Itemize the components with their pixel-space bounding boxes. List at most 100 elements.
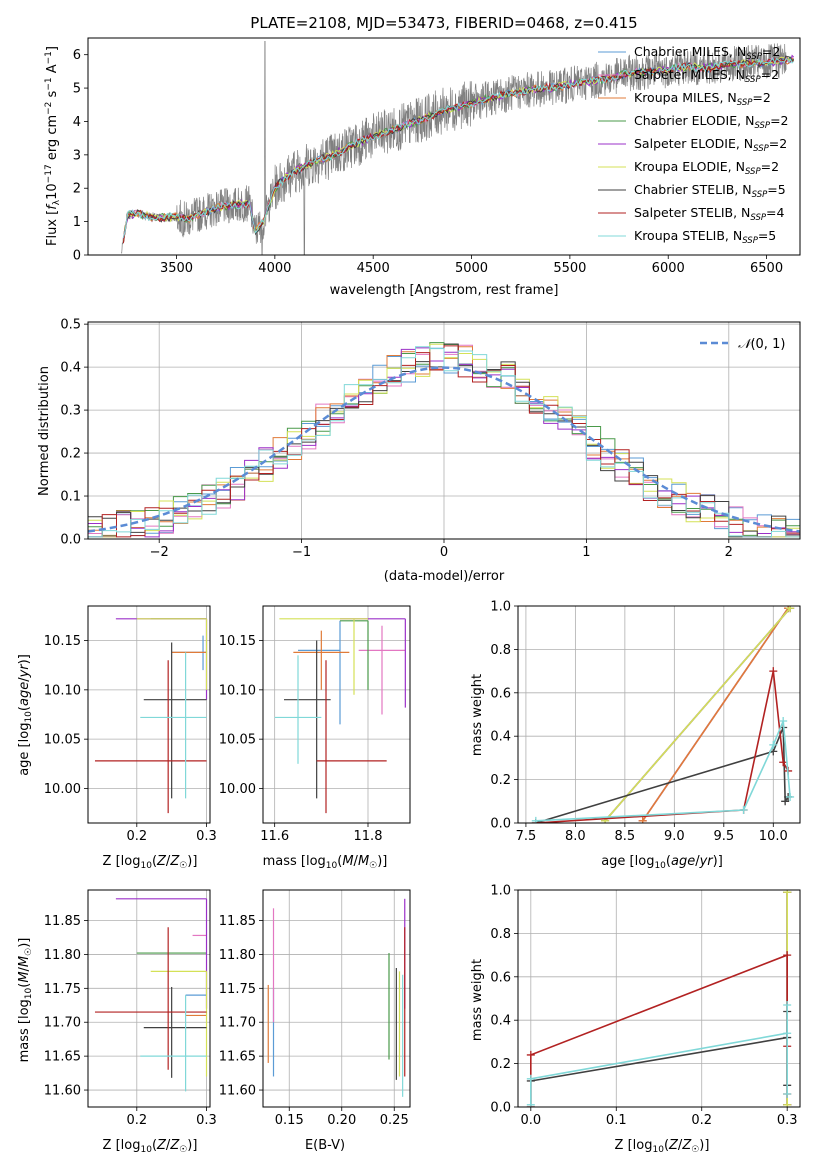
weight_vs_age-ytick-label: 0.8	[490, 643, 511, 658]
weight_vs_Z-ytick-label: 0.0	[490, 1101, 511, 1116]
mass_vs_ebv-plot-area	[267, 898, 406, 1097]
weight_vs_age-marker-8	[531, 816, 540, 823]
spectrum-legend-label-1: Salpeter MILES, NSSP=2	[634, 67, 779, 85]
weight_vs_Z-marker-5	[783, 890, 792, 897]
weight_vs_age-line-2	[642, 607, 789, 822]
weight_vs_age-line-5	[604, 607, 791, 822]
age_vs_mass-xtick-label: 11.6	[260, 829, 289, 844]
mass-vs-Z-xlabel: Z [log10(Z/Z☉)]	[103, 1138, 198, 1155]
age-vs-Z-ylabel: age [log10(age/yr)]	[17, 654, 34, 776]
mass_vs_Z-xtick-label: 0.2	[126, 1113, 147, 1128]
spectrum-ytick-label: 3	[73, 148, 81, 163]
weight_vs_Z-xtick-label: 0.2	[691, 1113, 712, 1128]
weight_vs_Z-marker-5	[783, 1100, 792, 1107]
weight_vs_Z-marker-8	[783, 1001, 792, 1010]
residuals-ytick-label: 0.1	[60, 490, 81, 505]
mass_vs_ebv-ytick-label: 11.75	[219, 982, 256, 997]
weight_vs_age-ytick-label: 1.0	[490, 600, 511, 615]
mass_vs_Z-xtick-label: 0.3	[196, 1113, 217, 1128]
weight_vs_Z-marker-7	[526, 1050, 535, 1059]
weight_vs_Z-line-7	[530, 953, 788, 1107]
weight_vs_age-xtick-label: 9.0	[664, 829, 685, 844]
spectrum-plot-area	[121, 40, 795, 255]
age_vs_Z-ytick-label: 10.15	[44, 634, 81, 649]
weight_vs_age-marker-5	[786, 606, 795, 613]
mass-vs-ebv-panel: 0.15 0.20 0.25 11.60 11.65 11.70 11.75 11.80 11.…	[219, 889, 411, 1153]
weight_vs_age-marker-7	[769, 667, 778, 676]
weight-vs-Z-panel: 0.0 0.1 0.2 0.3 0.0 0.2 0.4 0.6 0.8 1.0 Z [log10(…	[470, 884, 801, 1155]
weight-vs-Z-ylabel: mass weight	[470, 959, 485, 1041]
residuals-xtick-label: 0	[440, 545, 448, 560]
residuals-xlabel: (data-model)/error	[384, 569, 505, 584]
mass_vs_ebv-xtick-label: 0.20	[327, 1113, 356, 1128]
normal-curve	[88, 366, 800, 533]
age-vs-mass-panel: 11.6 11.8 10.00 10.05 10.10 10.15 mass [log10…	[219, 605, 411, 871]
age_vs_Z-xtick-label: 0.2	[126, 829, 147, 844]
spectrum-ytick-label: 1	[73, 215, 81, 230]
spectrum-legend-label-7: Salpeter STELIB, NSSP=4	[634, 205, 784, 223]
weight_vs_age-marker-7	[779, 758, 788, 767]
mass_vs_ebv-ytick-label: 11.65	[219, 1050, 256, 1065]
spectrum-ytick-label: 2	[73, 182, 81, 197]
spectrum-legend-label-2: Kroupa MILES, NSSP=2	[634, 90, 771, 108]
residuals-xtick-label: −1	[292, 545, 311, 560]
age_vs_mass-ytick-label: 10.00	[219, 782, 256, 797]
weight_vs_Z-ytick-label: 0.8	[490, 927, 511, 942]
mass-vs-Z-panel: 0.2 0.3 11.60 11.65 11.70 11.75 11.80 11.85 Z […	[17, 889, 217, 1155]
weight_vs_age-marker-8	[769, 740, 778, 749]
spectrum-xtick-label: 6500	[750, 261, 783, 276]
age_vs_Z-frame	[87, 605, 211, 824]
age_vs_mass-ytick-label: 10.05	[219, 733, 256, 748]
weight_vs_Z-ytick-label: 0.6	[490, 970, 511, 985]
weight_vs_Z-frame	[517, 889, 801, 1108]
mass_vs_ebv-frame	[262, 889, 411, 1108]
age_vs_Z-xtick-label: 0.3	[196, 829, 217, 844]
mass_vs_ebv-xtick-label: 0.25	[380, 1113, 409, 1128]
weight_vs_Z-ytick-label: 0.2	[490, 1057, 511, 1072]
mass-vs-ebv-xlabel: E(B-V)	[305, 1138, 345, 1153]
residuals-plot-area	[88, 342, 800, 538]
age_vs_mass-ytick-label: 10.10	[219, 683, 256, 698]
residuals-ylabel: Normed distribution	[37, 366, 52, 496]
model-spectrum-line-4	[122, 54, 795, 239]
weight_vs_Z-ytick-label: 1.0	[490, 884, 511, 899]
weight_vs_age-ytick-label: 0.6	[490, 686, 511, 701]
mass_vs_Z-ytick-label: 11.80	[44, 948, 81, 963]
residual-histogram-8	[88, 346, 800, 538]
weight_vs_Z-plot-area	[526, 890, 792, 1107]
residuals-ytick-label: 0.4	[60, 361, 81, 376]
spectrum-ytick-label: 5	[73, 82, 81, 97]
age_vs_Z-ytick-label: 10.10	[44, 683, 81, 698]
weight_vs_Z-ytick-label: 0.4	[490, 1014, 511, 1029]
model-spectrum-line-7	[122, 57, 795, 244]
weight_vs_age-xtick-label: 7.5	[516, 829, 537, 844]
weight_vs_age-line-7	[535, 670, 789, 823]
spectrum-ytick-label: 4	[73, 115, 81, 130]
weight_vs_Z-marker-8	[783, 1029, 792, 1038]
spectrum-xlabel: wavelength [Angstrom, rest frame]	[330, 283, 559, 298]
weight_vs_Z-marker-8	[783, 1089, 792, 1098]
age-vs-Z-xlabel: Z [log10(Z/Z☉)]	[103, 854, 198, 871]
spectrum-xtick-label: 4000	[258, 261, 291, 276]
spectrum-xtick-label: 6000	[652, 261, 685, 276]
mass_vs_ebv-ytick-label: 11.70	[219, 1016, 256, 1031]
spectrum-legend-label-5: Kroupa ELODIE, NSSP=2	[634, 159, 779, 177]
mass_vs_Z-frame	[87, 889, 211, 1108]
weight_vs_age-marker-8	[786, 792, 795, 801]
weight_vs_Z-xtick-label: 0.1	[606, 1113, 627, 1128]
weight_vs_age-marker-8	[739, 805, 748, 814]
weight_vs_age-xtick-label: 8.0	[565, 829, 586, 844]
mass_vs_Z-ytick-label: 11.65	[44, 1050, 81, 1065]
spectrum-legend-label-6: Chabrier STELIB, NSSP=5	[634, 182, 786, 200]
weight_vs_age-ytick-label: 0.0	[490, 817, 511, 832]
spectrum-xtick-label: 3500	[160, 261, 193, 276]
model-spectrum-line-8	[122, 57, 795, 238]
age_vs_mass-ytick-label: 10.15	[219, 634, 256, 649]
weight-vs-age-panel: 7.5 8.0 8.5 9.0 9.5 10.0 0.0 0.2 0.4 0.6 0.8 1.0 ag…	[470, 600, 801, 871]
residuals-xtick-label: 1	[582, 545, 590, 560]
residuals-frame	[87, 321, 801, 540]
weight_vs_Z-marker-8	[526, 1074, 535, 1083]
spectrum-frame	[87, 37, 801, 256]
spectrum-xtick-label: 5500	[553, 261, 586, 276]
mass_vs_Z-ytick-label: 11.70	[44, 1016, 81, 1031]
